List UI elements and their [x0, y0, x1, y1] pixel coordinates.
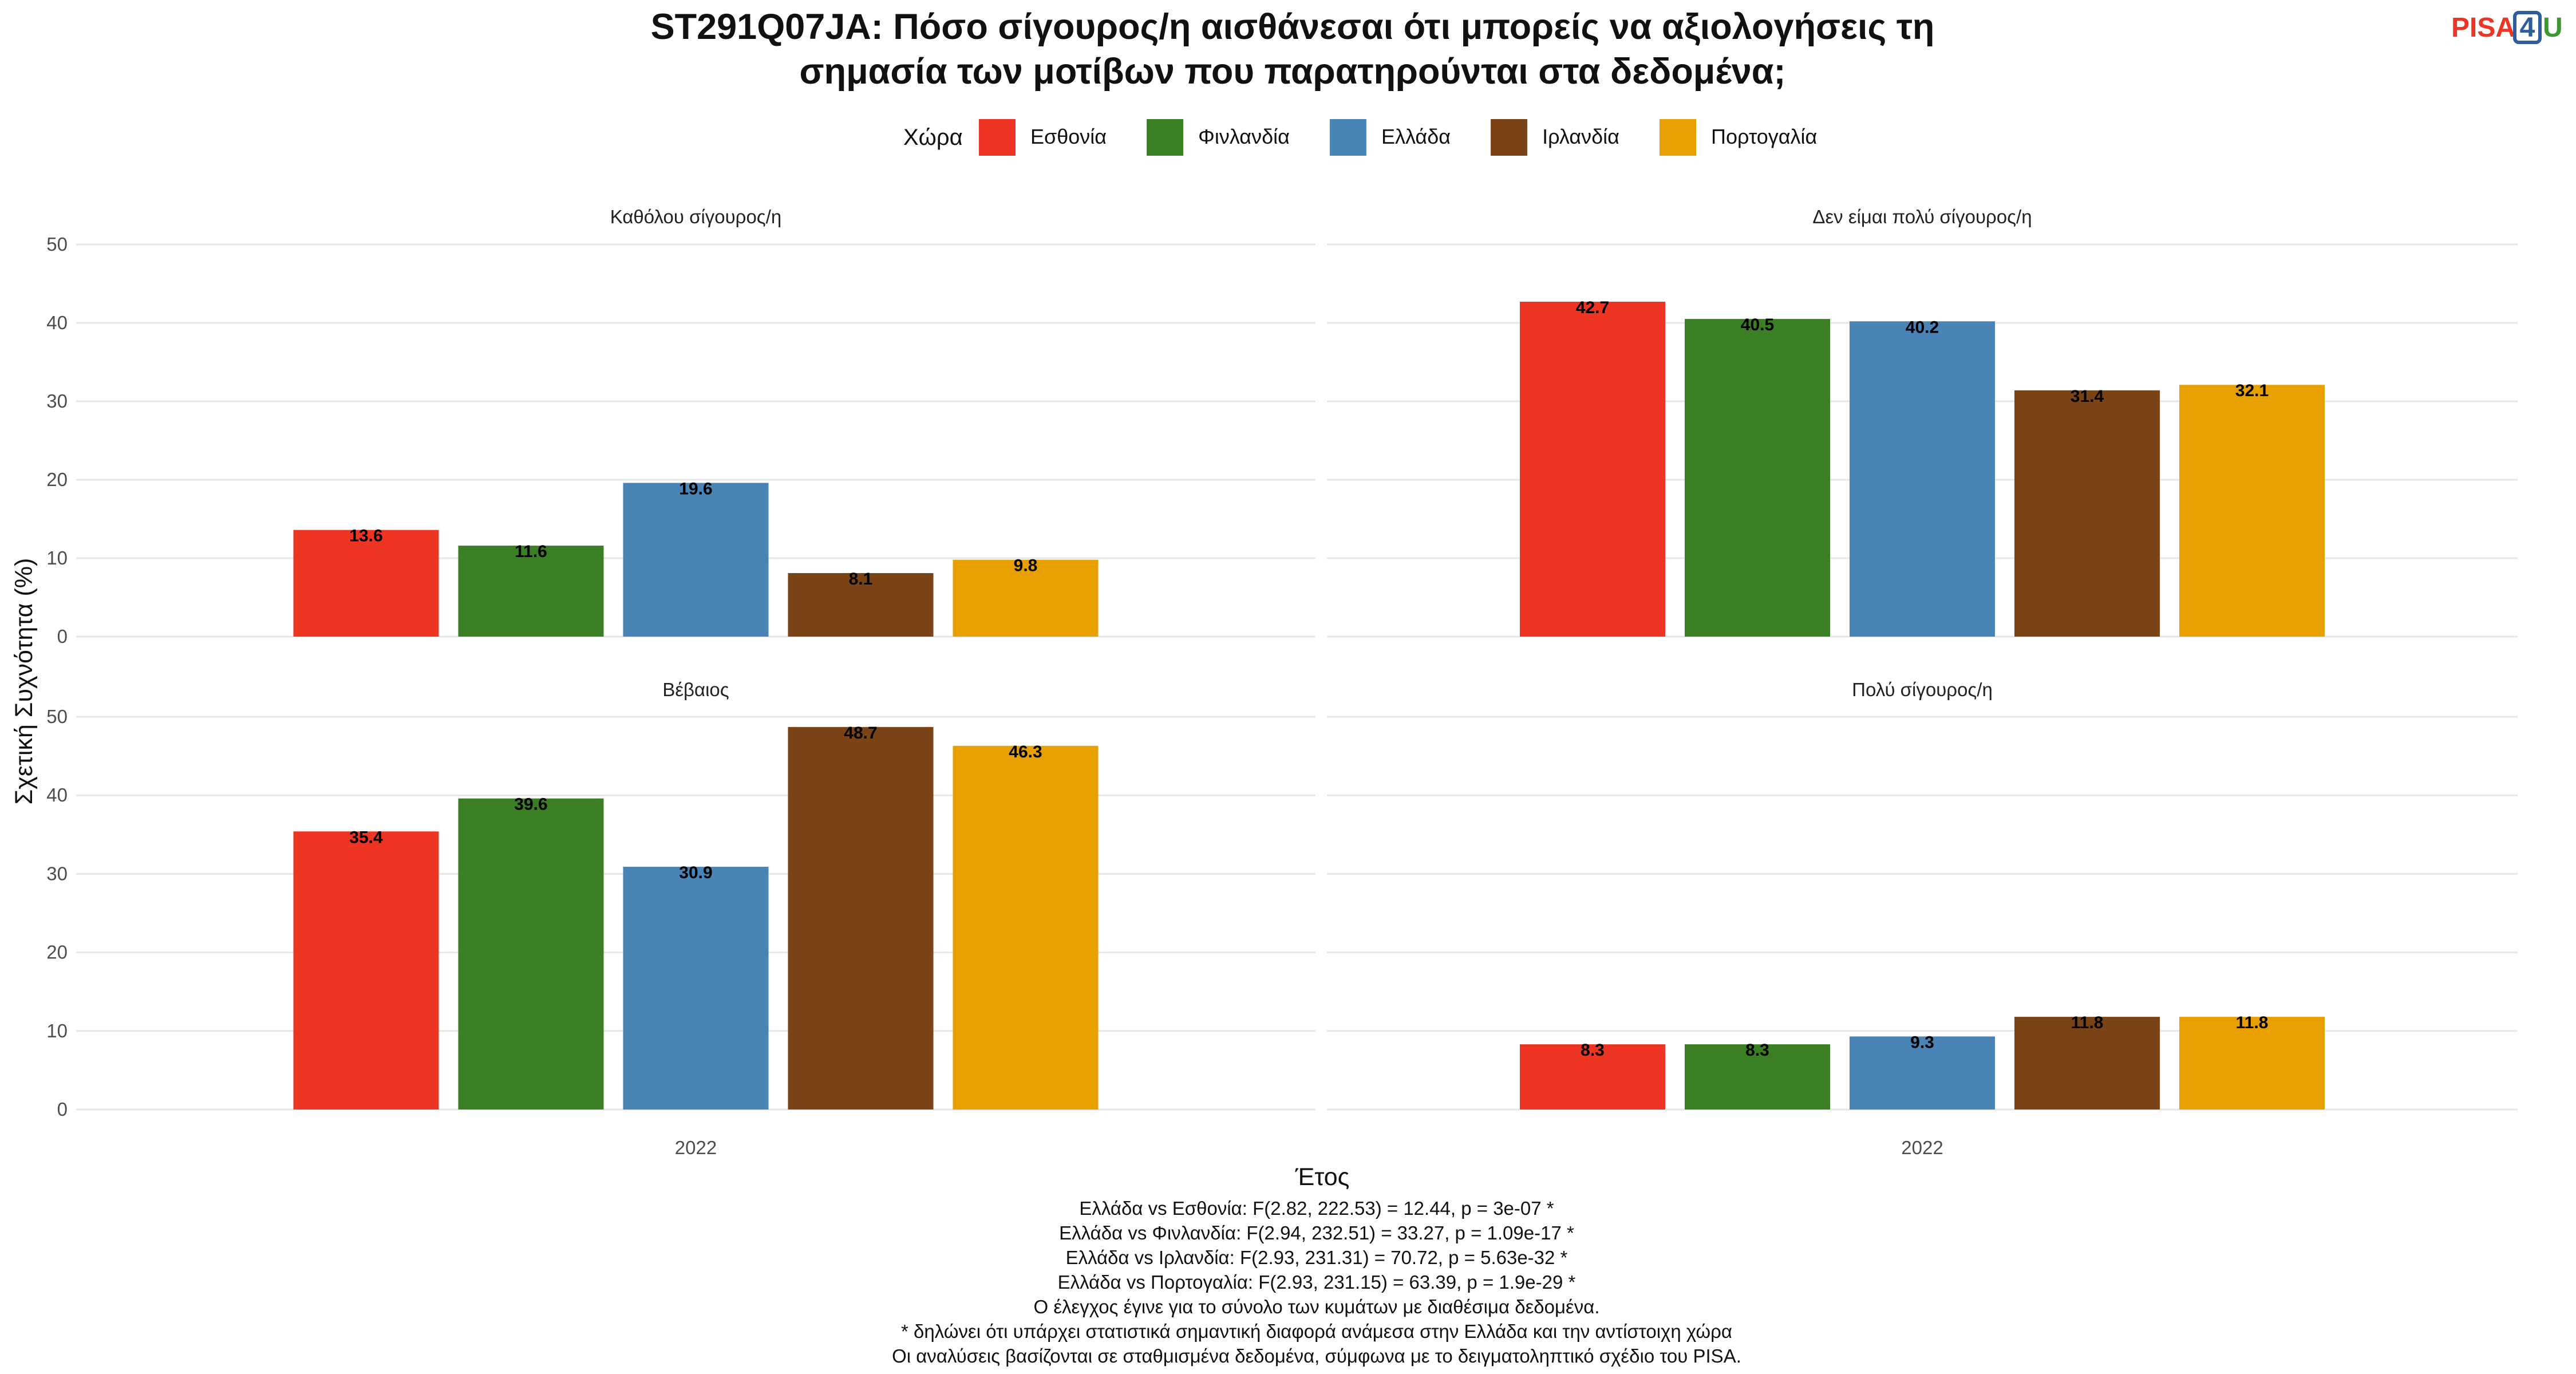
data-label-3-5: 46.3 [1009, 743, 1042, 761]
data-label-2-5: 32.1 [2235, 381, 2269, 400]
footnote-line-5: Ο έλεγχος έγινε για το σύνολο των κυμάτω… [1034, 1296, 1600, 1317]
bar-2-5 [2179, 385, 2325, 637]
data-label-1-1: 13.6 [349, 527, 382, 546]
bar-1-3 [623, 483, 769, 637]
data-label-4-4: 11.8 [2071, 1013, 2104, 1032]
data-label-1-2: 11.6 [515, 542, 547, 561]
legend: Χώρα Εσθονία Φινλανδία Ελλάδα Ιρλανδία Πορτο… [903, 119, 1817, 156]
y-tick-label: 30 [46, 390, 68, 412]
data-label-2-2: 40.5 [1741, 315, 1774, 334]
facet-label-1: Καθόλου σίγουρος/η [610, 206, 781, 227]
data-label-3-2: 39.6 [514, 795, 547, 814]
legend-label-5: Πορτογαλία [1711, 125, 1817, 148]
pisa4u-logo: PISA 4 U [2451, 11, 2563, 44]
facet-label-4: Πολύ σίγουρος/η [1852, 679, 1993, 700]
y-tick-label: 40 [46, 312, 68, 333]
facet-label-2: Δεν είμαι πολύ σίγουρος/η [1812, 206, 2032, 227]
y-tick-label: 0 [57, 626, 68, 647]
y-tick-label: 40 [46, 784, 68, 806]
data-label-3-1: 35.4 [349, 828, 383, 847]
logo-badge-box [2513, 11, 2542, 44]
bar-1-2 [458, 546, 604, 637]
y-tick-label: 10 [46, 547, 68, 568]
data-label-4-3: 9.3 [1910, 1033, 1934, 1052]
footnote-line-3: Ελλάδα vs Ιρλανδία: F(2.93, 231.31) = 70… [1066, 1247, 1568, 1268]
data-label-3-3: 30.9 [679, 863, 712, 882]
y-tick-label: 10 [46, 1020, 68, 1041]
footnote-line-7: Οι αναλύσεις βασίζονται σε σταθμισμένα δ… [892, 1345, 1741, 1367]
panel-2: Δεν είμαι πολύ σίγουρος/η 42.7 40.5 40.2 31.… [1327, 206, 2518, 638]
data-label-2-3: 40.2 [1906, 318, 1939, 337]
legend-swatch-3 [1329, 119, 1366, 156]
bar-4-3 [1850, 1036, 1995, 1110]
footnote-line-6: * δηλώνει ότι υπάρχει στατιστικά σημαντι… [901, 1321, 1732, 1342]
footnotes: Ελλάδα vs Εσθονία: F(2.82, 222.53) = 12.… [892, 1198, 1741, 1367]
footnote-line-1: Ελλάδα vs Εσθονία: F(2.82, 222.53) = 12.… [1079, 1198, 1554, 1219]
legend-swatch-1 [979, 119, 1016, 156]
legend-label-2: Φινλανδία [1198, 125, 1290, 148]
y-tick-label: 50 [46, 234, 68, 255]
data-label-3-4: 48.7 [844, 724, 877, 743]
bar-4-4 [2014, 1017, 2160, 1110]
legend-swatch-2 [1147, 119, 1184, 156]
y-tick-label: 20 [46, 469, 68, 490]
bar-2-4 [2014, 390, 2160, 637]
data-label-4-2: 8.3 [1745, 1041, 1769, 1060]
x-tick-label: 2022 [1901, 1137, 1943, 1158]
chart-title-line-1: ST291Q07JA: Πόσο σίγουρος/η αισθάνεσαι ό… [651, 7, 1935, 47]
x-tick-label: 2022 [675, 1137, 717, 1158]
logo-text-badge: 4 [2520, 13, 2535, 43]
data-label-1-4: 8.1 [849, 570, 873, 589]
bar-3-5 [953, 745, 1099, 1110]
legend-swatch-4 [1491, 119, 1528, 156]
bar-4-1 [1520, 1044, 1665, 1110]
x-axis-title: Έτος [1295, 1163, 1350, 1191]
bar-2-3 [1850, 321, 1995, 637]
data-label-2-4: 31.4 [2071, 387, 2104, 406]
data-label-4-1: 8.3 [1581, 1041, 1605, 1060]
panel-3: Βέβαιος 0 10 20 30 40 50 2022 35.4 39.6 30.9 48.7 46… [46, 679, 1315, 1158]
bar-1-1 [293, 530, 439, 637]
y-tick-label: 0 [57, 1099, 68, 1120]
legend-swatch-5 [1660, 119, 1696, 156]
legend-label-4: Ιρλανδία [1542, 125, 1619, 148]
data-label-2-1: 42.7 [1576, 298, 1609, 317]
bar-3-2 [458, 798, 604, 1110]
legend-title: Χώρα [903, 125, 963, 150]
legend-label-1: Εσθονία [1030, 125, 1107, 148]
bar-3-1 [293, 831, 439, 1110]
panel-4: Πολύ σίγουρος/η 2022 8.3 8.3 9.3 11.8 11.8 [1327, 679, 2518, 1158]
logo-text-u: U [2543, 13, 2563, 43]
bar-1-4 [788, 573, 934, 637]
y-tick-label: 50 [46, 706, 68, 727]
legend-label-3: Ελλάδα [1381, 125, 1451, 148]
chart-title-line-2: σημασία των μοτίβων που παρατηρούνται στ… [799, 52, 1785, 92]
bar-3-3 [623, 867, 769, 1110]
data-label-1-5: 9.8 [1014, 556, 1038, 575]
bar-3-4 [788, 727, 934, 1110]
facet-label-3: Βέβαιος [662, 679, 729, 700]
bar-2-1 [1520, 302, 1665, 637]
footnote-line-4: Ελλάδα vs Πορτογαλία: F(2.93, 231.15) = … [1058, 1272, 1576, 1293]
y-tick-label: 20 [46, 942, 68, 963]
y-tick-label: 30 [46, 863, 68, 884]
bar-4-5 [2179, 1017, 2325, 1110]
footnote-line-2: Ελλάδα vs Φινλανδία: F(2.94, 232.51) = 3… [1059, 1222, 1574, 1243]
bar-2-2 [1685, 319, 1830, 637]
bar-4-2 [1685, 1044, 1830, 1110]
bar-1-5 [953, 559, 1099, 637]
logo-text-pisa: PISA [2451, 13, 2515, 43]
y-axis-title: Σχετική Συχνότητα (%) [10, 558, 38, 805]
panel-1: Καθόλου σίγουρος/η 0 10 20 30 40 50 13.6 11.6 19.… [46, 206, 1315, 647]
data-label-1-3: 19.6 [679, 479, 712, 498]
data-label-4-5: 11.8 [2236, 1013, 2269, 1032]
